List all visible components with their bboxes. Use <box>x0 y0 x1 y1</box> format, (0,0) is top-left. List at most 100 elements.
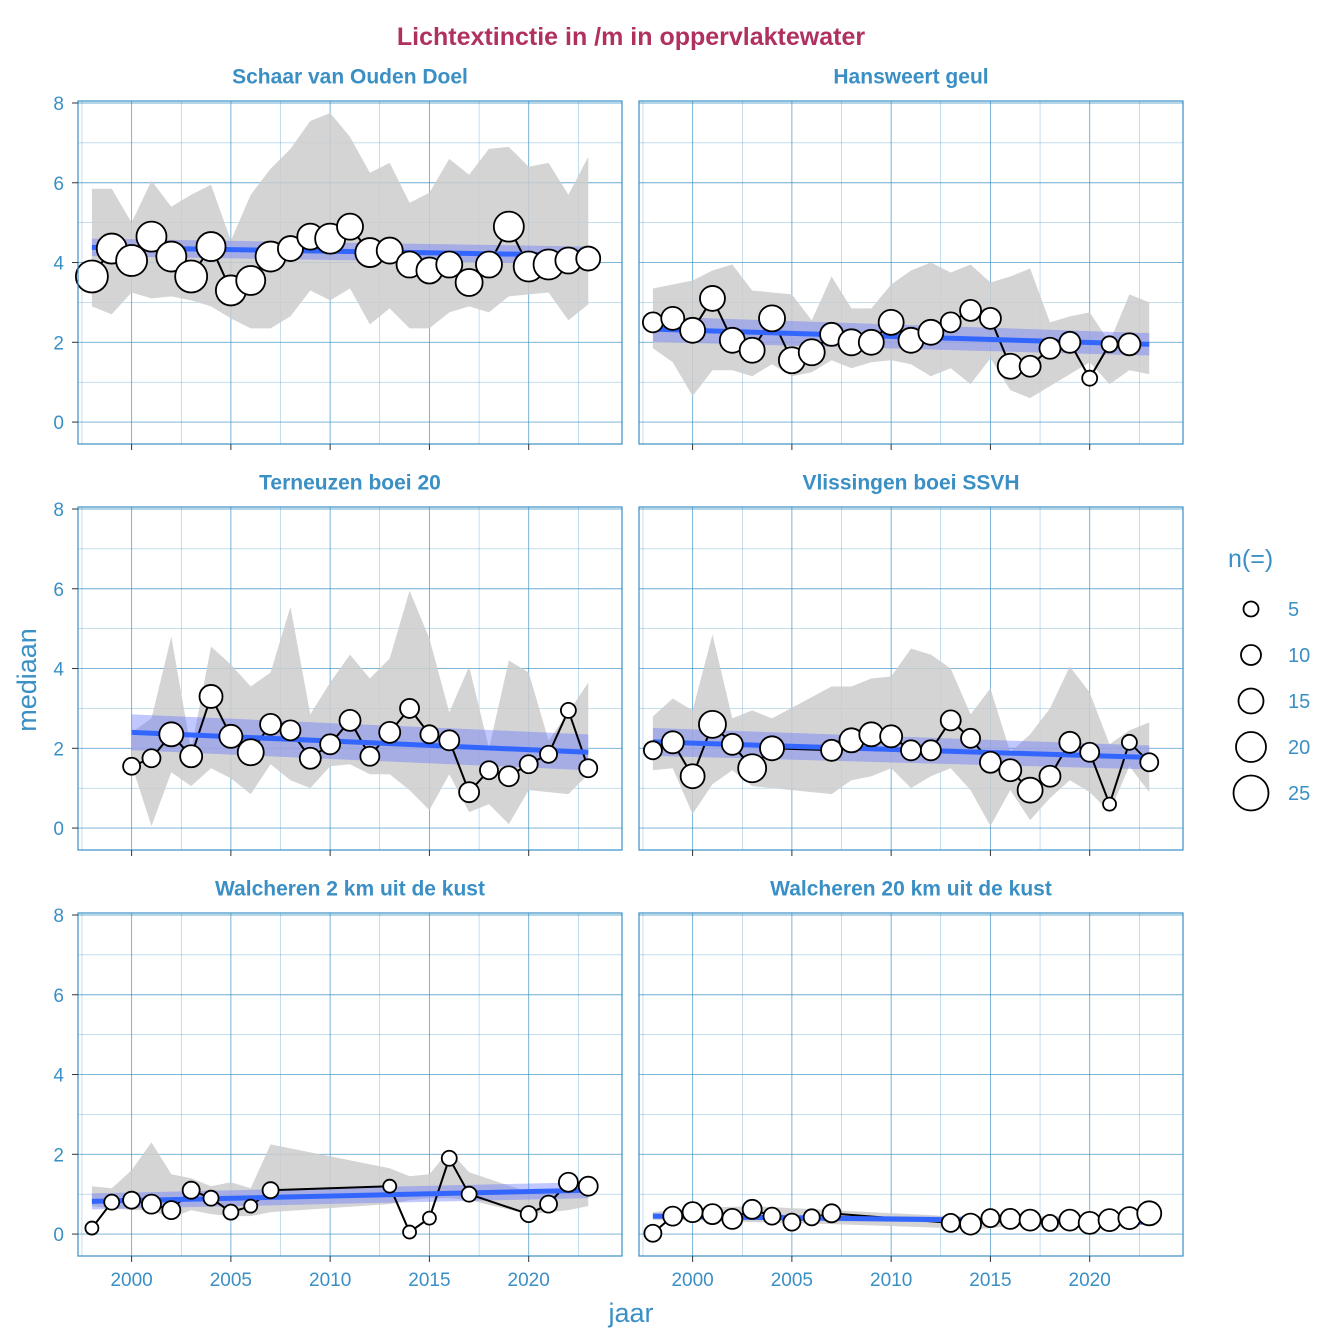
data-point <box>979 306 1002 330</box>
data-point <box>402 1224 417 1240</box>
legend-key <box>1240 644 1262 666</box>
y-tick-label: 2 <box>53 1145 64 1166</box>
data-point <box>158 721 185 748</box>
panel-title: Schaar van Ouden Doel <box>232 66 468 89</box>
y-tick-label: 8 <box>53 500 64 521</box>
data-point <box>679 316 707 344</box>
data-point <box>359 745 381 767</box>
data-point <box>1018 1208 1042 1232</box>
data-point <box>497 765 520 788</box>
size-legend: n(=) 5 10 15 20 25 <box>1228 545 1310 812</box>
data-point <box>155 240 188 273</box>
x-tick-label: 2005 <box>771 1270 813 1291</box>
data-point <box>135 220 168 253</box>
data-point <box>641 311 664 334</box>
data-point <box>179 744 204 769</box>
data-point <box>662 1205 684 1227</box>
data-point <box>261 1181 280 1200</box>
data-point <box>1120 733 1138 751</box>
data-point <box>737 753 768 784</box>
gridlines <box>639 913 1183 1256</box>
panel-title: Walcheren 20 km uit de kust <box>770 878 1052 901</box>
data-point <box>336 212 364 241</box>
x-tick-label: 2000 <box>671 1270 713 1291</box>
data-point <box>338 708 362 732</box>
data-point <box>782 1212 802 1232</box>
y-tick-label: 4 <box>53 1066 64 1087</box>
data-point <box>578 758 599 779</box>
data-point <box>939 311 962 334</box>
panel-title: Hansweert geul <box>833 66 988 89</box>
legend-key <box>1237 687 1265 715</box>
data-point <box>1038 336 1062 360</box>
data-point <box>319 733 342 756</box>
panel-border <box>77 100 623 445</box>
data-point <box>681 1201 704 1224</box>
data-point <box>1079 741 1101 763</box>
panel-border <box>77 912 623 1257</box>
data-point <box>218 723 244 749</box>
data-point <box>419 724 440 745</box>
data-point <box>222 1203 240 1221</box>
data-point <box>720 732 744 756</box>
data-point <box>960 727 981 749</box>
chart-title: Lichtextinctie in /m in oppervlaktewater <box>397 23 865 51</box>
data-point <box>575 245 602 272</box>
y-tick-label: 0 <box>53 413 64 434</box>
panel-title: Walcheren 2 km uit de kust <box>215 878 485 901</box>
axes: 0 2 4 6 8 0 2 4 6 8 0 2 4 6 8 2000 2005 2010 2015 2020 2000 2… <box>53 94 1110 1291</box>
data-point <box>1058 1208 1082 1232</box>
data-point <box>1139 752 1160 773</box>
data-point <box>738 336 766 364</box>
data-point <box>235 265 267 296</box>
data-point <box>458 781 481 804</box>
data-point <box>475 250 503 279</box>
y-tick-label: 6 <box>53 580 64 601</box>
data-point <box>797 338 826 367</box>
data-point <box>879 724 904 749</box>
data-point <box>980 1208 1001 1229</box>
y-tick-label: 2 <box>53 333 64 354</box>
data-point <box>539 744 558 764</box>
data-point <box>1018 354 1042 378</box>
facet-panels: Schaar van Ouden Doel Hansweert geul Terne… <box>74 66 1184 1257</box>
data-point <box>518 754 539 775</box>
data-point <box>721 1208 744 1230</box>
data-point <box>103 1193 121 1211</box>
data-point <box>84 1220 100 1236</box>
panel-border <box>638 506 1184 851</box>
y-axis-title: mediaan <box>12 628 42 732</box>
y-tick-label: 4 <box>53 660 64 681</box>
data-point <box>141 1193 162 1215</box>
data-point <box>422 1210 437 1226</box>
data-point <box>959 298 982 322</box>
data-point <box>1016 776 1044 804</box>
panel-border <box>77 506 623 851</box>
panel-title: Vlissingen boei SSVH <box>802 472 1019 495</box>
data-point <box>277 235 304 262</box>
data-point <box>74 259 109 294</box>
data-point <box>519 1205 538 1224</box>
data-point <box>1100 335 1119 354</box>
panel-walcheren-20-km-uit-de-kust: Walcheren 20 km uit de kust <box>638 878 1184 1257</box>
x-axis-title: jaar <box>607 1298 653 1328</box>
data-point <box>577 1175 599 1197</box>
range-band <box>131 590 589 827</box>
y-tick-label: 2 <box>53 739 64 760</box>
data-point <box>122 756 142 776</box>
data-point <box>998 758 1023 783</box>
data-point <box>435 250 464 279</box>
data-point <box>679 763 706 790</box>
data-point <box>1117 332 1142 357</box>
data-point <box>999 1208 1022 1230</box>
data-point <box>539 1194 558 1214</box>
data-point <box>161 1200 182 1221</box>
data-point <box>122 1190 142 1210</box>
legend-key <box>1242 600 1260 618</box>
data-point <box>438 729 461 752</box>
data-point <box>1102 796 1117 812</box>
data-point <box>741 1198 763 1220</box>
trend-line <box>131 729 589 755</box>
legend-label: 20 <box>1288 737 1310 759</box>
y-tick-label: 6 <box>53 174 64 195</box>
